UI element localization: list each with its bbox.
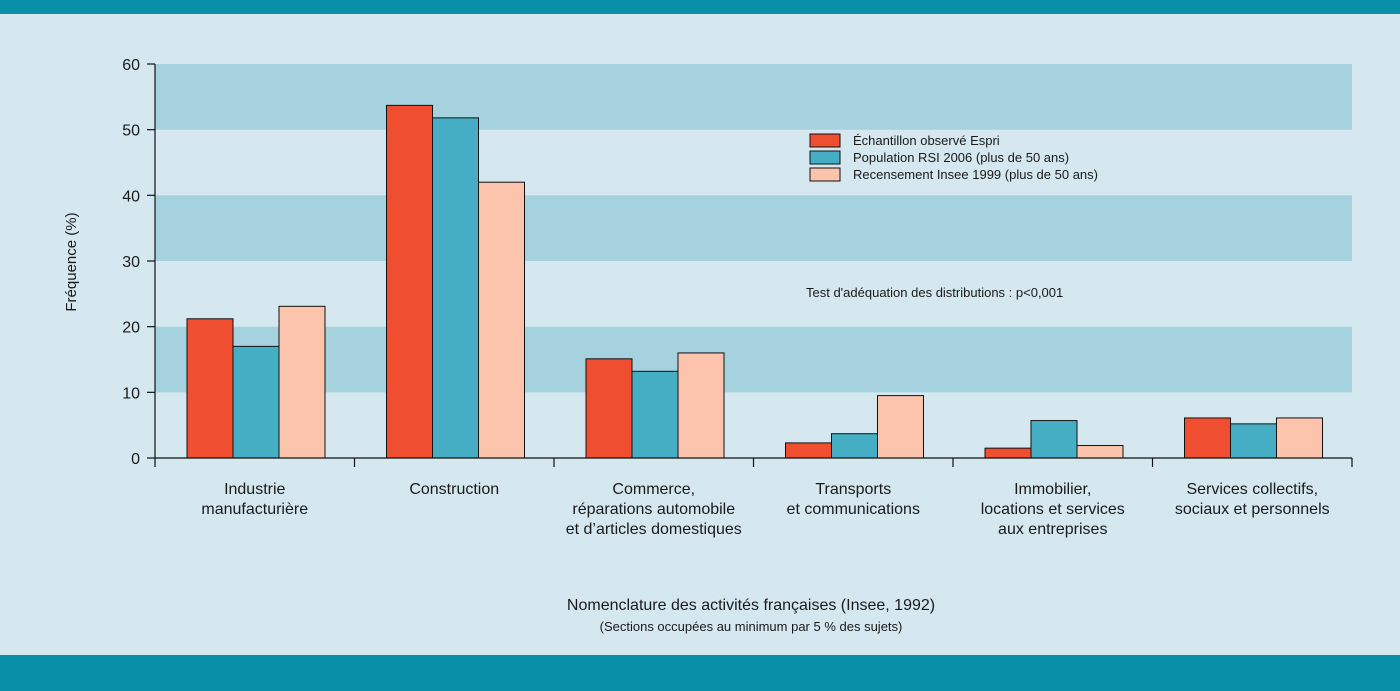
axes-layer: 0 10 20 30 40 50 60 Industrie manufacturière Cons…	[122, 57, 1353, 538]
legend-label-3: Recensement Insee 1999 (plus de 50 ans)	[853, 167, 1098, 182]
y-tick-label: 30	[122, 254, 140, 271]
category-label-line: Construction	[409, 481, 499, 498]
bar-1-series-3	[278, 305, 326, 459]
y-tick-label: 20	[122, 320, 140, 337]
bar-4-series-1	[785, 442, 832, 459]
y-tick-label: 0	[131, 451, 140, 468]
bar-5-series-1	[984, 447, 1032, 459]
bar-5-series-3	[1076, 445, 1124, 459]
bar-1-series-1	[186, 318, 234, 459]
category-label-line: et communications	[787, 501, 920, 518]
bar-3-series-2	[631, 370, 679, 459]
grid-band	[155, 64, 1352, 130]
bar-2-series-3	[478, 181, 525, 459]
x-axis-label: Nomenclature des activités françaises (I…	[567, 597, 935, 614]
bar-4-series-2	[831, 433, 878, 459]
legend-swatch-3	[809, 167, 841, 182]
category-label: Construction	[409, 481, 499, 498]
bar-2-series-1	[386, 104, 433, 459]
y-tick-label: 40	[122, 188, 140, 205]
top-banner	[0, 0, 1400, 14]
test-annotation: Test d'adéquation des distributions : p<…	[806, 285, 1063, 300]
category-label-line: Industrie	[224, 481, 285, 498]
bar-6-series-2	[1230, 423, 1277, 459]
category-label-line: manufacturière	[201, 501, 308, 518]
bottom-banner	[0, 655, 1400, 691]
category-label: Industrie manufacturière	[201, 481, 308, 518]
legend-label-2: Population RSI 2006 (plus de 50 ans)	[853, 150, 1069, 165]
category-label-line: Transports	[815, 481, 891, 498]
grid-band	[155, 326, 1352, 393]
bar-6-series-1	[1184, 417, 1231, 459]
category-label: Transports et communications	[787, 481, 920, 518]
category-label: Immobilier, locations et services aux entr…	[981, 481, 1125, 538]
category-label-line: Services collectifs,	[1186, 481, 1318, 498]
bar-3-series-1	[585, 358, 633, 459]
bar-1-series-2	[232, 345, 280, 459]
bar-2-series-2	[432, 117, 479, 459]
bar-6-series-3	[1276, 417, 1323, 459]
category-label: Commerce, réparations automobile et d’arti…	[566, 481, 742, 538]
category-label-line: Commerce,	[612, 481, 695, 498]
legend-label-1: Échantillon observé Espri	[853, 133, 1000, 148]
grid-band	[155, 195, 1352, 261]
bar-3-series-3	[677, 352, 725, 459]
category-label-line: locations et services	[981, 501, 1125, 518]
y-tick-label: 60	[122, 57, 140, 74]
category-label-line: Immobilier,	[1014, 481, 1091, 498]
category-label: Services collectifs, sociaux et personnel…	[1175, 481, 1330, 518]
bars-layer	[186, 104, 1323, 459]
category-label-line: et d’articles domestiques	[566, 521, 742, 538]
bar-4-series-3	[877, 395, 924, 459]
y-tick-label: 50	[122, 123, 140, 140]
bar-5-series-2	[1030, 420, 1078, 459]
legend-swatch-1	[809, 133, 841, 148]
legend-swatch-2	[809, 150, 841, 165]
x-axis-sublabel: (Sections occupées au minimum par 5 % de…	[600, 619, 903, 634]
category-label-line: réparations automobile	[572, 501, 735, 518]
y-axis-label: Fréquence (%)	[63, 212, 80, 311]
legend: Échantillon observé Espri Population RSI …	[809, 133, 1098, 182]
background-bands	[155, 64, 1352, 393]
category-label-line: aux entreprises	[998, 521, 1107, 538]
y-tick-label: 10	[122, 385, 140, 402]
category-label-line: sociaux et personnels	[1175, 501, 1330, 518]
